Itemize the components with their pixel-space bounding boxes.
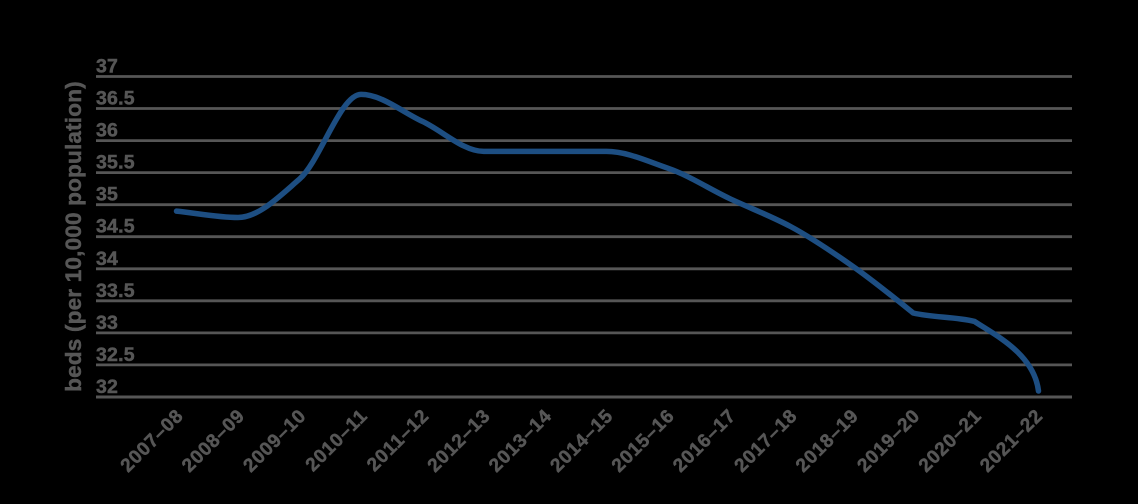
svg-text:2019–20: 2019–20 [854,405,925,476]
svg-text:2007–08: 2007–08 [117,405,188,476]
svg-text:beds (per 10,000 population): beds (per 10,000 population) [61,81,86,392]
svg-text:32: 32 [96,376,118,398]
svg-text:35: 35 [96,184,118,206]
svg-text:34.5: 34.5 [96,216,135,238]
svg-text:37: 37 [96,56,118,78]
svg-text:2014–15: 2014–15 [547,405,618,476]
svg-text:2017–18: 2017–18 [731,405,802,476]
svg-text:2012–13: 2012–13 [424,405,495,476]
svg-text:35.5: 35.5 [96,152,135,174]
svg-text:36: 36 [96,120,118,142]
svg-text:2008–09: 2008–09 [178,405,249,476]
svg-text:36.5: 36.5 [96,88,135,110]
svg-text:2010–11: 2010–11 [302,405,372,475]
svg-text:2009–10: 2009–10 [240,405,311,476]
svg-text:2020–21: 2020–21 [915,405,986,476]
svg-text:2013–14: 2013–14 [485,405,556,476]
svg-text:34: 34 [96,248,118,270]
svg-text:33: 33 [96,312,118,334]
svg-text:2016–17: 2016–17 [669,405,740,476]
svg-text:33.5: 33.5 [96,280,135,302]
svg-text:2011–12: 2011–12 [363,405,433,475]
svg-text:2018–19: 2018–19 [792,405,863,476]
svg-text:2015–16: 2015–16 [608,405,679,476]
svg-text:32.5: 32.5 [96,344,135,366]
svg-text:2021–22: 2021–22 [976,405,1047,476]
